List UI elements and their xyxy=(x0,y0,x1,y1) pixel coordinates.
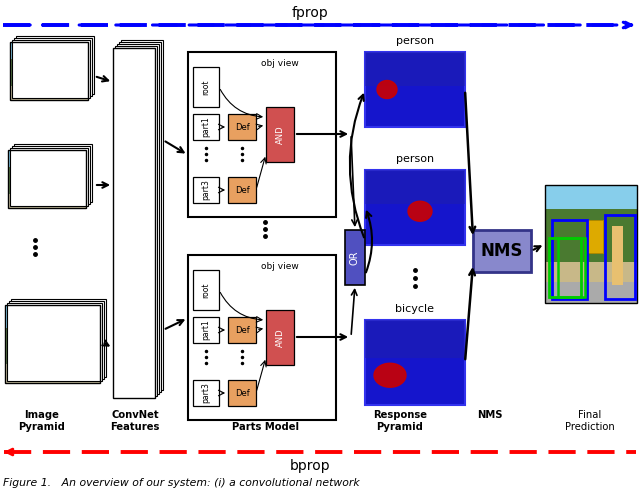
Text: Def: Def xyxy=(235,185,250,195)
Bar xyxy=(188,255,336,420)
Text: root: root xyxy=(202,282,211,298)
Bar xyxy=(365,320,465,405)
Bar xyxy=(5,305,100,383)
Bar xyxy=(365,52,465,86)
Text: OR: OR xyxy=(350,250,360,265)
Bar xyxy=(365,52,465,127)
Bar xyxy=(345,230,365,285)
Bar xyxy=(10,148,88,206)
Polygon shape xyxy=(377,81,397,99)
Bar xyxy=(365,170,465,204)
Bar xyxy=(61,65,67,86)
Text: person: person xyxy=(396,154,434,164)
Text: NMS: NMS xyxy=(477,410,503,420)
Bar xyxy=(545,209,637,262)
Bar xyxy=(365,170,465,245)
Text: bprop: bprop xyxy=(290,459,330,473)
Text: Response
Pyramid: Response Pyramid xyxy=(373,410,427,432)
Bar xyxy=(552,221,588,299)
Bar xyxy=(8,167,86,208)
Bar xyxy=(545,185,637,226)
Text: fprop: fprop xyxy=(292,6,328,20)
Text: Def: Def xyxy=(235,388,250,397)
Text: Figure 1.   An overview of our system: (i) a convolutional network: Figure 1. An overview of our system: (i)… xyxy=(3,478,360,488)
Bar xyxy=(228,380,256,406)
Bar xyxy=(8,150,86,167)
Bar xyxy=(5,364,100,383)
Text: Image
Pyramid: Image Pyramid xyxy=(19,410,65,432)
Text: root: root xyxy=(202,79,211,95)
Bar xyxy=(473,230,531,272)
Bar xyxy=(5,305,100,328)
Bar xyxy=(115,46,157,396)
Bar xyxy=(548,238,581,297)
Bar xyxy=(12,40,90,98)
Text: ConvNet
Features: ConvNet Features xyxy=(110,410,160,432)
Bar xyxy=(41,56,53,74)
Text: Def: Def xyxy=(235,326,250,335)
Text: part1: part1 xyxy=(202,320,211,340)
Bar xyxy=(8,150,86,208)
Bar xyxy=(10,86,88,100)
Bar xyxy=(39,164,51,182)
Bar xyxy=(586,221,603,253)
Bar xyxy=(193,67,219,107)
Text: NMS: NMS xyxy=(481,242,523,260)
Bar xyxy=(14,144,92,202)
Bar xyxy=(67,336,74,364)
Bar xyxy=(12,146,90,204)
Bar xyxy=(193,317,219,343)
Bar xyxy=(43,325,57,348)
Bar xyxy=(121,40,163,390)
Bar xyxy=(545,185,637,303)
Bar xyxy=(113,48,155,398)
Bar xyxy=(228,317,256,343)
Bar xyxy=(545,262,637,303)
Bar xyxy=(59,173,65,194)
Bar xyxy=(193,114,219,140)
Text: AND: AND xyxy=(275,125,285,144)
Bar xyxy=(193,270,219,310)
Bar xyxy=(193,380,219,406)
Bar xyxy=(612,226,623,285)
Bar xyxy=(8,194,86,208)
Bar xyxy=(545,282,637,303)
Bar xyxy=(266,107,294,162)
Bar xyxy=(117,44,159,394)
Bar xyxy=(16,36,94,94)
Bar xyxy=(605,215,635,299)
Polygon shape xyxy=(408,201,432,221)
Text: AND: AND xyxy=(275,328,285,347)
Bar xyxy=(7,303,102,381)
Text: person: person xyxy=(396,36,434,46)
Text: part3: part3 xyxy=(202,382,211,403)
Bar xyxy=(5,328,100,383)
Bar xyxy=(9,301,104,379)
Bar xyxy=(228,177,256,203)
Text: part3: part3 xyxy=(202,180,211,200)
Bar xyxy=(558,238,586,297)
Bar xyxy=(119,42,161,392)
Bar xyxy=(10,42,88,100)
Text: obj view: obj view xyxy=(261,261,299,270)
Bar xyxy=(14,38,92,96)
Text: bicycle: bicycle xyxy=(396,304,435,314)
Text: Deformable
Parts Model: Deformable Parts Model xyxy=(232,410,298,432)
Text: Def: Def xyxy=(235,123,250,131)
Bar xyxy=(188,52,336,217)
Bar xyxy=(365,320,465,358)
Bar xyxy=(266,310,294,365)
Bar xyxy=(11,299,106,377)
Text: obj view: obj view xyxy=(261,58,299,68)
Text: Final
Prediction: Final Prediction xyxy=(565,410,615,432)
Polygon shape xyxy=(374,363,406,387)
Bar xyxy=(10,59,88,100)
Bar xyxy=(228,114,256,140)
Text: part1: part1 xyxy=(202,117,211,137)
Bar xyxy=(10,42,88,59)
Bar xyxy=(193,177,219,203)
